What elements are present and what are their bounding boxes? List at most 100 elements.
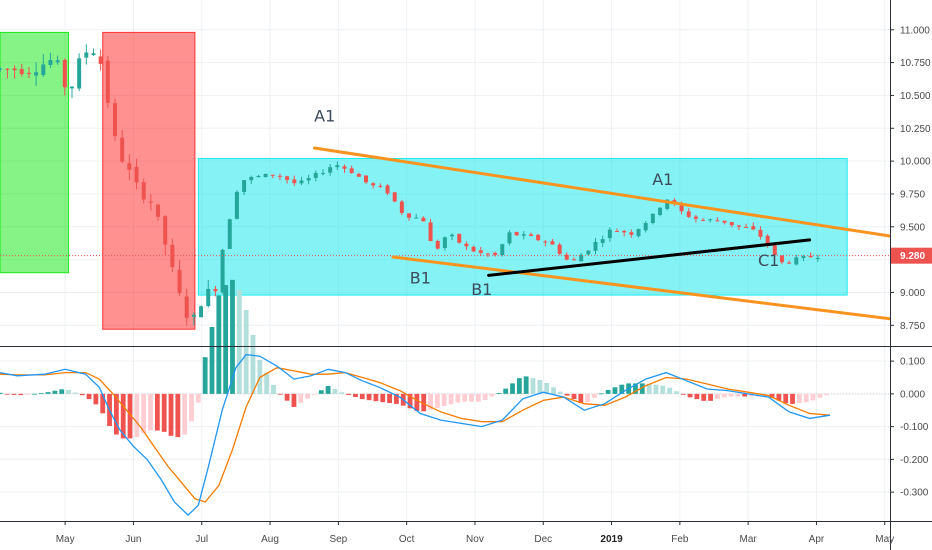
black-trend-line <box>487 238 812 277</box>
candle-body <box>772 245 777 256</box>
macd-histogram-bar <box>291 393 297 407</box>
candle-body <box>12 68 17 71</box>
macd-histogram-bar <box>769 393 775 398</box>
macd-histogram-bar <box>694 393 700 400</box>
candle-body <box>249 176 254 181</box>
candle-body <box>693 216 698 219</box>
macd-histogram-bar <box>154 393 160 431</box>
macd-histogram-bar <box>475 393 481 402</box>
candle-body <box>407 213 412 218</box>
candle-body <box>26 72 31 74</box>
candle-body <box>579 254 584 262</box>
candle-body <box>729 222 734 226</box>
candle-body <box>658 207 663 215</box>
macd-histogram-bar <box>168 393 174 436</box>
candle-body <box>256 175 261 177</box>
macd-histogram-bar <box>366 393 372 401</box>
candle-body <box>77 58 82 89</box>
candle-body <box>521 234 526 236</box>
candle-body <box>62 59 67 88</box>
macd-histogram-bar <box>45 392 51 394</box>
macd-histogram-bar <box>530 378 536 394</box>
candle-body <box>765 235 770 245</box>
candle-body <box>48 60 53 65</box>
candle-body <box>571 259 576 261</box>
macd-histogram-bar <box>346 393 351 395</box>
candle-body <box>758 229 763 237</box>
candle-body <box>471 246 476 252</box>
macd-layer <box>0 279 890 517</box>
macd-histogram-bar <box>817 393 823 398</box>
price-scale-background <box>890 0 932 550</box>
macd-histogram-bar <box>387 393 392 404</box>
macd-histogram-bar <box>592 393 597 398</box>
candle-body <box>113 103 118 137</box>
candle-body <box>306 178 311 181</box>
trend-line-layer <box>0 146 892 321</box>
macd-histogram-bar <box>489 393 495 397</box>
candle-body <box>313 173 318 178</box>
candle-body <box>5 68 10 70</box>
macd-histogram-bar <box>674 391 679 394</box>
price-tick-label: 10.250 <box>900 124 931 135</box>
candle-body <box>722 220 727 223</box>
candle-body <box>364 175 369 183</box>
macd-histogram-bar <box>216 295 222 394</box>
time-tick-label: Dec <box>534 534 552 545</box>
candle-body <box>385 185 390 194</box>
macd-histogram-bar <box>182 393 188 435</box>
candle-body <box>500 244 505 255</box>
candle-body <box>650 213 655 224</box>
macd-histogram-bar <box>120 393 126 439</box>
macd-histogram-bar <box>619 384 625 394</box>
candle-body <box>557 244 562 254</box>
candle-body <box>536 234 541 241</box>
macd-histogram-bar <box>735 393 741 397</box>
macd-histogram-bar <box>339 392 345 394</box>
candle-body <box>514 231 519 236</box>
candle-body <box>371 183 376 186</box>
candle-body <box>199 306 204 318</box>
candle-body <box>744 226 749 228</box>
candle-body <box>428 222 433 242</box>
candle-body <box>220 249 225 293</box>
macd-histogram-bar <box>0 392 3 394</box>
macd-histogram-bar <box>687 393 693 398</box>
candle-body <box>170 244 175 268</box>
macd-histogram-bar <box>353 393 358 398</box>
time-tick-label: 2019 <box>600 534 623 545</box>
macd-histogram-bar <box>796 393 802 404</box>
macd-histogram-bar <box>175 393 181 438</box>
candle-body <box>285 176 290 180</box>
last-price-tag <box>891 247 932 264</box>
candle-body <box>234 191 239 219</box>
green-zone <box>0 31 70 274</box>
candle-body <box>191 314 196 317</box>
candle-body <box>84 52 89 58</box>
macd-tick-label: 0.100 <box>900 357 925 368</box>
candle-body <box>779 255 784 263</box>
macd-histogram-bar <box>639 383 645 394</box>
macd-histogram-bar <box>462 393 468 402</box>
candle-body <box>378 185 383 187</box>
candle-body <box>528 234 533 236</box>
macd-histogram-bar <box>728 393 734 397</box>
time-tick-label: Aug <box>261 534 279 545</box>
price-tick-label: 8.750 <box>900 321 925 332</box>
candle-body <box>457 233 462 243</box>
candle-body <box>163 216 168 245</box>
macd-histogram-bar <box>421 393 427 412</box>
candle-body <box>593 242 598 251</box>
macd-histogram-bar <box>646 383 652 394</box>
candle-body <box>636 229 641 237</box>
macd-histogram-bar <box>202 357 208 394</box>
macd-histogram-bar <box>298 393 304 403</box>
macd-tick-label: -0.100 <box>900 422 929 433</box>
candle-body <box>277 175 282 177</box>
candle-body <box>69 86 74 89</box>
price-tick-label: 9.000 <box>900 288 925 299</box>
candle-body <box>19 69 24 75</box>
candle-body <box>206 288 211 306</box>
time-tick-label: May <box>56 534 75 545</box>
